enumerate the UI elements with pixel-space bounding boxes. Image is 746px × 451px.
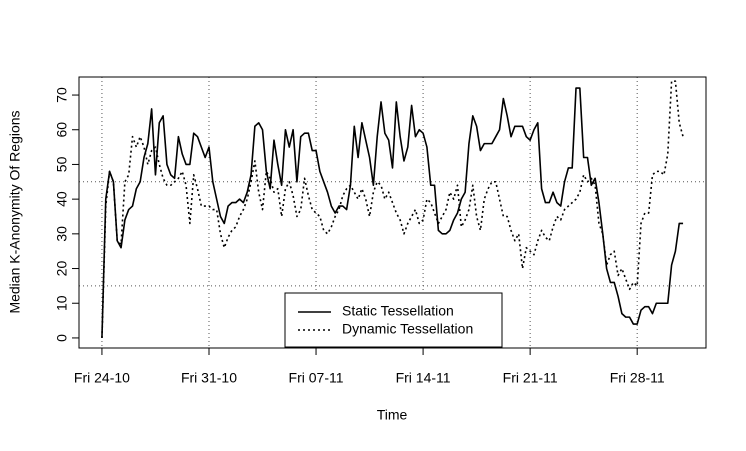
x-tick-label: Fri 14-11 bbox=[396, 370, 451, 386]
x-tick-label: Fri 21-11 bbox=[503, 370, 558, 386]
y-tick-label: 40 bbox=[54, 191, 70, 207]
y-tick-label: 50 bbox=[54, 156, 70, 172]
legend-label: Static Tessellation bbox=[342, 303, 454, 319]
x-tick-label: Fri 28-11 bbox=[610, 370, 665, 386]
x-tick-label: Fri 31-10 bbox=[181, 370, 237, 386]
plot-frame bbox=[78, 76, 707, 349]
legend-label: Dynamic Tessellation bbox=[342, 321, 473, 337]
y-tick-label: 60 bbox=[54, 122, 70, 138]
y-tick-label: 0 bbox=[54, 334, 70, 342]
y-tick-label: 10 bbox=[54, 295, 70, 311]
legend-box bbox=[284, 292, 503, 348]
x-tick-label: Fri 24-10 bbox=[74, 370, 130, 386]
y-tick-label: 20 bbox=[54, 261, 70, 277]
series-line bbox=[101, 80, 684, 338]
y-axis-label: Median K-Anonymity Of Regions bbox=[7, 110, 23, 313]
y-tick-label: 70 bbox=[54, 87, 70, 103]
x-axis-label: Time bbox=[377, 407, 408, 423]
y-tick-label: 30 bbox=[54, 226, 70, 242]
series-line bbox=[101, 87, 684, 338]
x-tick-label: Fri 07-11 bbox=[289, 370, 344, 386]
